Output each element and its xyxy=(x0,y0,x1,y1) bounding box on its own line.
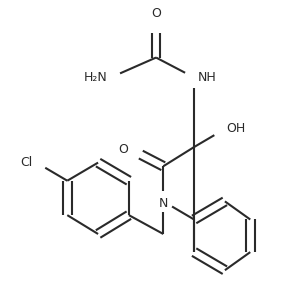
Text: OH: OH xyxy=(226,123,245,136)
Text: Cl: Cl xyxy=(21,156,33,169)
Text: O: O xyxy=(118,143,128,156)
Text: O: O xyxy=(151,7,161,19)
Text: NH: NH xyxy=(198,71,216,84)
Text: N: N xyxy=(159,197,168,210)
Text: H₂N: H₂N xyxy=(83,71,107,84)
